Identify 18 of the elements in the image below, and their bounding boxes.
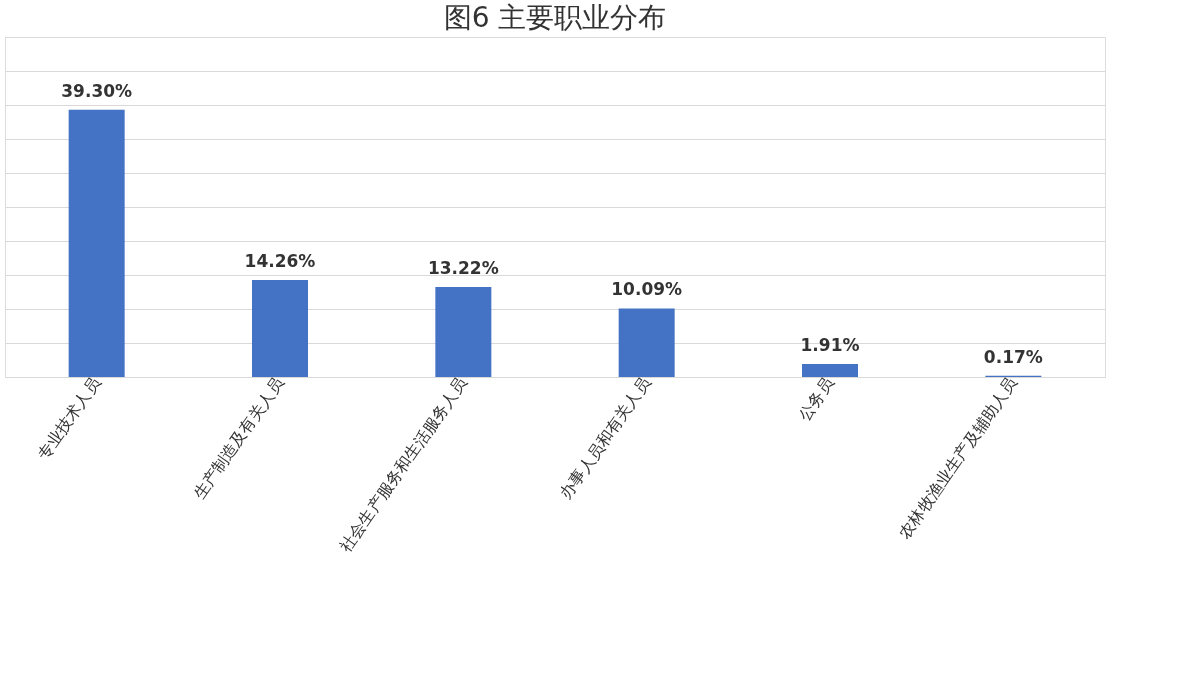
data-label: 39.30% — [61, 80, 133, 101]
bar — [252, 280, 308, 377]
x-tick-label: 社会生产服务和生活服务人员 — [335, 373, 471, 556]
data-label: 0.17% — [983, 346, 1043, 367]
data-label: 14.26% — [244, 251, 316, 272]
x-tick-label: 专业技术人员 — [33, 373, 105, 464]
data-label: 10.09% — [611, 279, 683, 300]
x-tick-label: 农林牧渔业生产及辅助人员 — [895, 373, 1021, 542]
bar — [435, 287, 492, 377]
data-label: 1.91% — [800, 335, 860, 356]
x-tick-label: 办事人员和有关人员 — [555, 373, 655, 503]
bar — [618, 308, 675, 377]
x-tick-label: 公务员 — [794, 373, 838, 424]
chart-title: 图6 主要职业分布 — [443, 1, 667, 34]
bar — [802, 364, 858, 377]
data-label: 13.22% — [427, 258, 499, 279]
bar — [68, 109, 125, 377]
x-tick-label: 生产制造及有关人员 — [189, 373, 288, 503]
